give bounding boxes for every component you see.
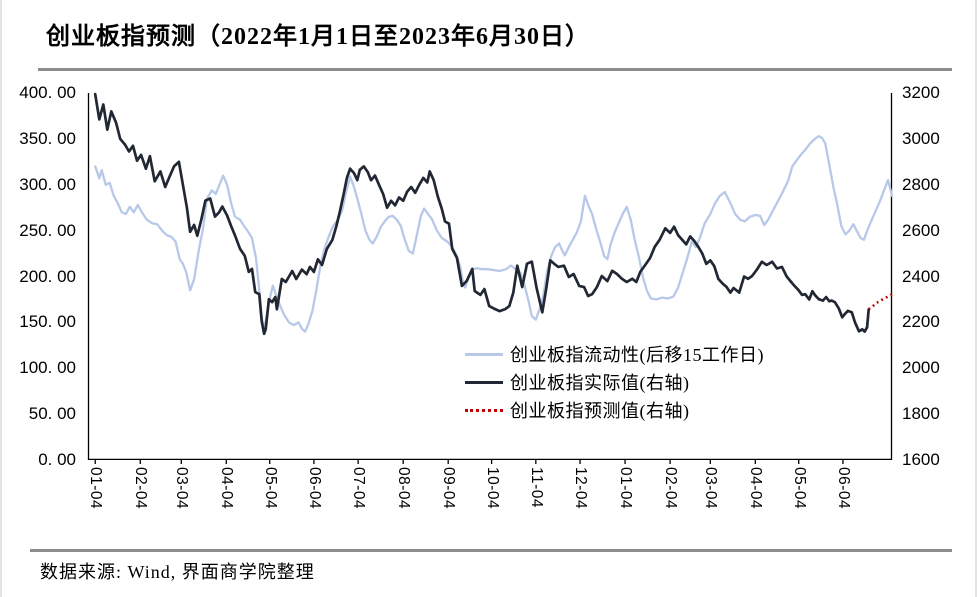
title-divider-line <box>38 68 952 71</box>
right-axis-tick-label: 1800 <box>902 404 940 424</box>
chart-legend: 创业板指流动性(后移15工作日) 创业板指实际值(右轴) 创业板指预测值(右轴) <box>465 340 764 424</box>
legend-label: 创业板指实际值(右轴) <box>510 373 690 393</box>
legend-label: 创业板指流动性(后移15工作日) <box>510 345 764 365</box>
right-axis-tick-label: 2000 <box>902 358 940 378</box>
x-axis-tick-label: 10-04 <box>483 467 501 510</box>
chart-title: 创业板指预测（2022年1月1日至2023年6月30日） <box>46 24 590 50</box>
x-axis-tick-label: 04-04 <box>747 467 765 510</box>
legend-line-sample <box>465 380 503 384</box>
legend-line-sample <box>465 408 503 412</box>
chart-plot-svg <box>87 92 894 464</box>
footer-divider-line <box>30 549 952 552</box>
left-axis-tick-label: 400. 00 <box>19 83 76 102</box>
right-axis-tick-label: 1600 <box>902 450 940 469</box>
right-axis-tick-label: 3000 <box>902 128 940 148</box>
right-axis-tick-label: 3200 <box>902 83 940 102</box>
legend-item-1: 创业板指实际值(右轴) <box>465 368 764 396</box>
left-axis-tick-label: 350. 00 <box>19 128 76 148</box>
x-axis-tick-label: 01-04 <box>617 467 635 510</box>
left-axis-tick-label: 300. 00 <box>19 174 76 194</box>
left-axis-tick-label: 250. 00 <box>19 220 76 240</box>
left-axis-tick-label: 150. 00 <box>19 312 76 332</box>
series-line-2 <box>867 293 893 311</box>
data-source-note: 数据来源: Wind, 界面商学院整理 <box>40 562 315 582</box>
x-axis-tick-label: 01-04 <box>87 467 105 510</box>
legend-item-0: 创业板指流动性(后移15工作日) <box>465 340 764 368</box>
x-axis-tick-label: 12-04 <box>572 467 590 510</box>
legend-line-sample <box>465 352 503 356</box>
x-axis-tick-label: 03-04 <box>173 467 191 510</box>
x-axis-tick-label: 11-04 <box>527 467 545 508</box>
x-axis-tick-label: 06-04 <box>834 467 852 510</box>
x-axis-tick-label: 04-04 <box>218 467 236 510</box>
plot-area <box>87 92 894 464</box>
series-line-0 <box>94 134 894 333</box>
x-axis-tick-label: 02-04 <box>132 467 150 510</box>
legend-item-2: 创业板指预测值(右轴) <box>465 396 764 424</box>
x-axis-tick-label: 06-04 <box>305 467 323 510</box>
x-axis-tick-label: 08-04 <box>395 467 413 510</box>
right-axis-tick-label: 2200 <box>902 312 940 332</box>
x-axis-tick-label: 09-04 <box>440 467 458 510</box>
x-axis-tick-label: 03-04 <box>702 467 720 510</box>
legend-label: 创业板指预测值(右轴) <box>510 401 690 421</box>
left-axis-tick-label: 50. 00 <box>28 404 76 424</box>
x-axis-labels: 01-04 02-04 03-04 04-04 05-04 06-04 07-04 08-04… <box>87 467 892 537</box>
right-axis-tick-label: 2600 <box>902 220 940 240</box>
left-axis-tick-label: 0. 00 <box>38 450 76 469</box>
left-axis-tick-label: 100. 00 <box>19 358 76 378</box>
left-axis-tick-label: 200. 00 <box>19 266 76 286</box>
right-axis-tick-label: 2400 <box>902 266 940 286</box>
x-axis-tick-label: 02-04 <box>662 467 680 510</box>
x-axis-tick-label: 05-04 <box>261 467 279 510</box>
right-axis-tick-label: 2800 <box>902 174 940 194</box>
series-line-1 <box>93 92 871 336</box>
x-axis-tick-label: 07-04 <box>350 467 368 510</box>
x-axis-tick-label: 05-04 <box>790 467 808 510</box>
